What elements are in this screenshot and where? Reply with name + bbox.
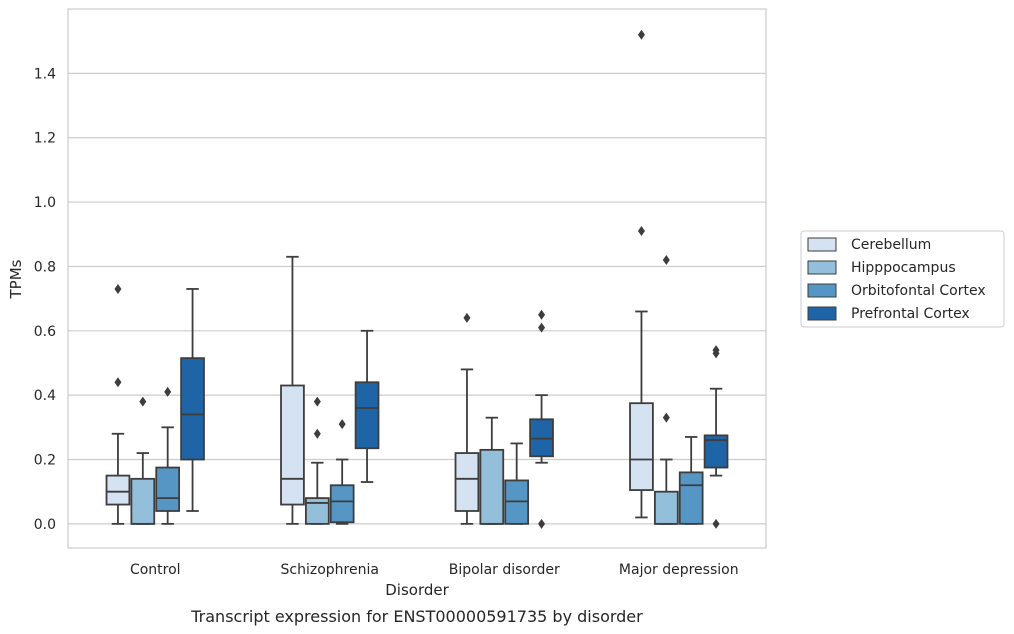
box-group (105, 283, 205, 525)
x-tick-label: Schizophrenia (281, 562, 379, 578)
x-axis-label: Disorder (385, 581, 449, 599)
y-tick-label: 0.4 (34, 388, 56, 404)
outlier-point (538, 322, 546, 333)
legend-swatch (807, 306, 837, 321)
box-groups (105, 29, 729, 529)
legend-label: Cerebellum (851, 237, 931, 253)
chart-caption: Transcript expression for ENST0000059173… (190, 607, 643, 626)
y-axis-label: TPMs (7, 259, 25, 299)
outlier-point (538, 309, 546, 320)
outlier-point (637, 226, 645, 237)
legend-swatch (807, 283, 837, 298)
box (454, 452, 480, 512)
box (354, 381, 380, 450)
outlier-point (313, 428, 321, 439)
plot-area-border (67, 8, 767, 549)
box-group (280, 255, 380, 525)
legend-swatch (807, 260, 837, 275)
outlier-point (712, 518, 720, 529)
box (329, 484, 355, 524)
y-tick-label: 1.4 (34, 66, 56, 82)
outlier-point (662, 412, 670, 423)
y-axis-ticks: 0.0 0.2 0.4 0.6 0.8 1.0 1.2 1.4 (34, 66, 56, 533)
legend-label: Orbitofontal Cortex (851, 283, 986, 299)
legend-frame (800, 230, 1005, 328)
box (678, 471, 704, 525)
y-tick-label: 0.8 (34, 259, 56, 275)
outlier-point (637, 29, 645, 40)
outlier-point (313, 396, 321, 407)
y-tick-label: 0.2 (34, 453, 56, 469)
y-tick-label: 0.0 (34, 517, 56, 533)
outlier-point (139, 396, 147, 407)
outlier-point (114, 283, 122, 294)
x-tick-label: Bipolar disorder (449, 562, 560, 578)
outlier-point (712, 345, 720, 356)
box (105, 474, 131, 506)
outlier-point (463, 312, 471, 323)
box (629, 402, 654, 491)
box (180, 357, 205, 461)
legend-swatch (807, 237, 837, 252)
y-tick-label: 1.0 (34, 195, 56, 211)
x-axis-ticks: Control Schizophrenia Bipolar disorder Majo… (130, 562, 739, 578)
legend-label: Prefrontal Cortex (851, 306, 970, 322)
outlier-point (164, 386, 172, 397)
outlier-point (338, 419, 346, 430)
outlier-point (538, 518, 546, 529)
box (280, 384, 305, 506)
box-group (454, 309, 554, 529)
box (653, 490, 679, 525)
x-tick-label: Control (130, 562, 181, 578)
outlier-point (662, 254, 670, 265)
legend-label: Hipppocampus (851, 260, 956, 276)
y-tick-label: 1.2 (34, 131, 56, 147)
box (155, 466, 181, 512)
legend: Cerebellum Hipppocampus Orbitofontal Corte… (800, 230, 1005, 328)
box (703, 434, 729, 469)
box-group (629, 29, 729, 529)
y-tick-label: 0.6 (34, 324, 56, 340)
box (479, 448, 505, 525)
box (304, 497, 330, 525)
box (130, 477, 156, 525)
x-tick-label: Major depression (619, 562, 739, 578)
outlier-point (114, 377, 122, 388)
